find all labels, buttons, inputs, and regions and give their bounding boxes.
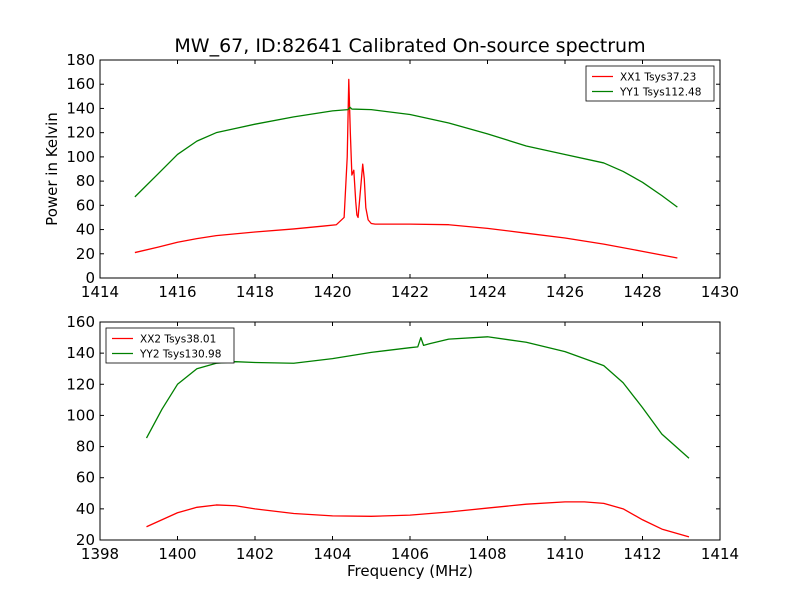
x-tick-label: 1400 — [158, 545, 196, 563]
x-tick-label: 1410 — [546, 545, 584, 563]
y-tick-label: 140 — [66, 99, 95, 117]
x-tick-label: 1402 — [236, 545, 274, 563]
x-tick-label: 1406 — [391, 545, 429, 563]
legend-label: XX2 Tsys38.01 — [140, 334, 216, 346]
y-tick-label: 120 — [66, 124, 95, 142]
plots-layer: 1414 1416 1418 1420 1422 1424 1426 1428 1430 0 20 4… — [43, 51, 739, 580]
x-tick-label: 1414 — [701, 545, 739, 563]
y-tick-label: 80 — [76, 438, 95, 456]
x-tick-label: 1408 — [468, 545, 506, 563]
y-axis-label: Power in Kelvin — [43, 112, 61, 226]
legend-box — [105, 327, 235, 364]
y-tick-label: 80 — [76, 172, 95, 190]
x-tick-label: 1426 — [546, 283, 584, 301]
y-tick-label: 60 — [76, 196, 95, 214]
y-tick-label: 40 — [76, 500, 95, 518]
y-tick-label: 100 — [66, 406, 95, 424]
y-tick-label: 140 — [66, 344, 95, 362]
x-tick-label: 1412 — [623, 545, 661, 563]
series-line-2-1 — [146, 501, 690, 538]
y-tick-label: 160 — [66, 313, 95, 331]
y-tick-label: 120 — [66, 375, 95, 393]
legend: XX1 Tsys37.23 YY1 Tsys112.48 — [585, 65, 715, 102]
legend-label: YY2 Tsys130.98 — [139, 349, 221, 361]
legend-box — [585, 65, 715, 102]
y-tick-label: 160 — [66, 75, 95, 93]
x-tick-label: 1418 — [236, 283, 274, 301]
x-tick-label: 1416 — [158, 283, 196, 301]
figure-title: MW_67, ID:82641 Calibrated On-source spe… — [174, 35, 645, 57]
legend-label: XX1 Tsys37.23 — [620, 72, 696, 84]
x-tick-label: 1428 — [623, 283, 661, 301]
y-tick-label: 20 — [76, 245, 95, 263]
series-line-1-1 — [134, 78, 678, 259]
x-tick-label: 1420 — [313, 283, 351, 301]
series-line-1-2 — [134, 106, 678, 208]
series-line-2-2 — [145, 336, 690, 459]
legend-label: YY1 Tsys112.48 — [619, 87, 701, 99]
chart-1: 1414 1416 1418 1420 1422 1424 1426 1428 1430 0 20 4… — [43, 51, 739, 301]
chart-2: 1398 1400 1402 1404 1406 1408 1410 1412 1414 20 40… — [66, 313, 739, 580]
x-tick-label: 1398 — [81, 545, 119, 563]
x-tick-label: 1430 — [701, 283, 739, 301]
x-tick-label: 1404 — [313, 545, 351, 563]
x-tick-label: 1424 — [468, 283, 506, 301]
y-tick-label: 100 — [66, 148, 95, 166]
x-axis-label: Frequency (MHz) — [347, 562, 473, 580]
x-tick-label: 1414 — [81, 283, 119, 301]
y-tick-label: 0 — [85, 269, 95, 287]
legend: XX2 Tsys38.01 YY2 Tsys130.98 — [105, 327, 235, 364]
y-tick-label: 40 — [76, 221, 95, 239]
y-tick-label: 20 — [76, 531, 95, 549]
y-tick-label: 60 — [76, 469, 95, 487]
y-tick-label: 180 — [66, 51, 95, 69]
x-tick-label: 1422 — [391, 283, 429, 301]
